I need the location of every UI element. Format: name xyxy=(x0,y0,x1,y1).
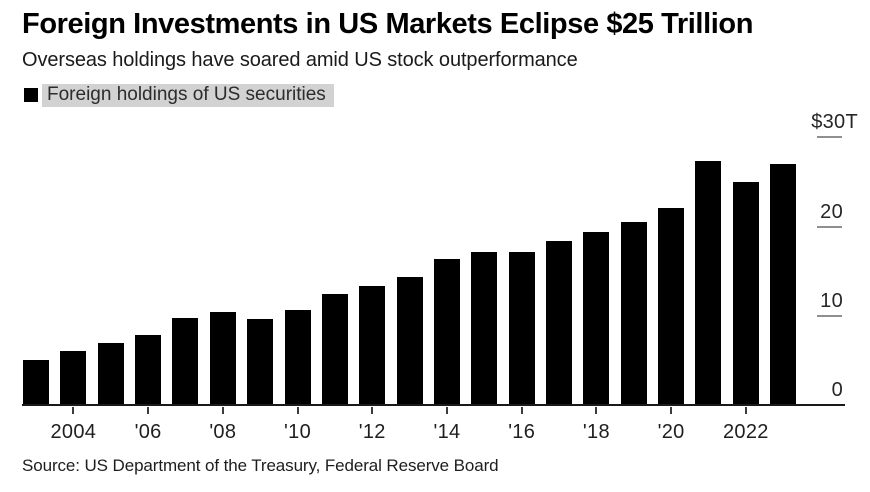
x-axis-label-2012: '12 xyxy=(358,421,386,443)
x-axis-tick-2012 xyxy=(371,406,374,414)
x-axis-label-2008: '08 xyxy=(209,421,237,443)
x-axis-label-2014: '14 xyxy=(433,421,461,443)
chart-title: Foreign Investments in US Markets Eclips… xyxy=(22,8,754,40)
x-axis-tick-2014 xyxy=(445,406,448,414)
x-axis-label-2020: '20 xyxy=(657,421,685,443)
legend-swatch-icon xyxy=(24,88,38,102)
y-axis-label-30: $30T xyxy=(811,111,858,134)
bar-2004 xyxy=(60,351,87,405)
source-note: Source: US Department of the Treasury, F… xyxy=(22,456,499,475)
y-axis-label-10: 10 xyxy=(820,289,843,312)
bar-2016 xyxy=(508,252,535,405)
bar-2017 xyxy=(546,240,573,405)
bar-2021 xyxy=(695,161,722,405)
bar-2010 xyxy=(284,309,311,405)
x-axis-label-2018: '18 xyxy=(582,421,610,443)
y-axis-tick-30 xyxy=(817,136,842,139)
bar-2012 xyxy=(359,286,386,405)
y-axis-label-20: 20 xyxy=(820,200,843,223)
bar-2008 xyxy=(209,312,236,405)
x-axis-label-2004: 2004 xyxy=(50,421,97,443)
x-axis-tick-2008 xyxy=(221,406,224,414)
x-axis-tick-2006 xyxy=(147,406,150,414)
bar-2023 xyxy=(770,164,797,405)
bar-2015 xyxy=(471,252,498,405)
bar-2020 xyxy=(658,207,685,405)
y-axis-tick-20 xyxy=(817,225,842,228)
x-axis-tick-2022 xyxy=(744,406,747,414)
bar-2014 xyxy=(433,258,460,405)
x-axis-label-2006: '06 xyxy=(134,421,162,443)
x-axis-label-2010: '10 xyxy=(284,421,311,443)
x-axis-tick-2020 xyxy=(670,406,673,414)
bar-2022 xyxy=(732,182,759,405)
x-axis-tick-2010 xyxy=(296,406,299,414)
y-axis-tick-10 xyxy=(817,314,842,317)
bar-2009 xyxy=(247,319,274,405)
x-axis-line xyxy=(22,404,845,406)
x-axis-tick-2004 xyxy=(72,406,75,414)
chart-subtitle: Overseas holdings have soared amid US st… xyxy=(22,49,578,71)
x-axis-tick-2018 xyxy=(595,406,598,414)
legend: Foreign holdings of US securities xyxy=(24,84,334,107)
bar-2006 xyxy=(135,335,162,405)
bar-2018 xyxy=(583,231,610,405)
x-axis-tick-2016 xyxy=(520,406,523,414)
legend-label: Foreign holdings of US securities xyxy=(42,84,334,107)
bar-2019 xyxy=(620,222,647,405)
bar-2013 xyxy=(396,276,423,405)
bar-2003 xyxy=(23,360,49,405)
bar-2007 xyxy=(172,317,199,405)
x-axis-label-2016: '16 xyxy=(508,421,536,443)
y-axis-label-0: 0 xyxy=(831,379,843,401)
x-axis-label-2022: 2022 xyxy=(722,421,769,443)
bar-2011 xyxy=(321,293,348,405)
bar-2005 xyxy=(97,343,124,405)
